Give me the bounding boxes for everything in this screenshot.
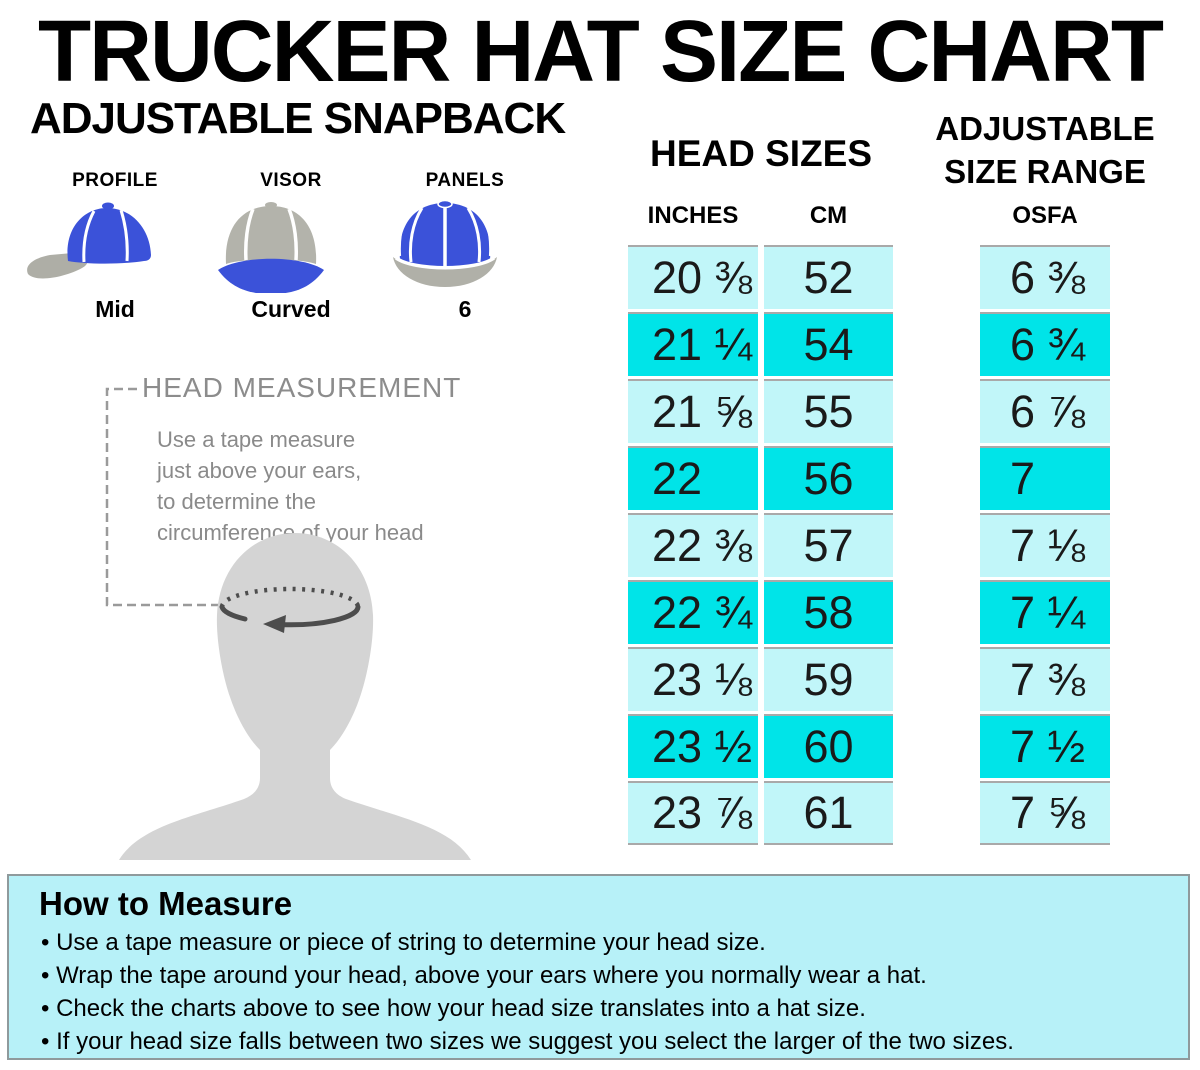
size-cell-osfa: 7 xyxy=(980,446,1110,510)
column-header-cm: CM xyxy=(809,202,848,229)
feature-profile-value: Mid xyxy=(95,296,135,322)
size-cell-osfa: 6 ⅞ xyxy=(980,379,1110,443)
size-cell-inches: 23 ½ xyxy=(628,714,758,778)
size-cell-cm: 59 xyxy=(764,647,893,711)
measurement-heading: HEAD MEASUREMENT xyxy=(142,372,462,403)
feature-panels: PANELS 6 xyxy=(370,170,560,323)
size-cell-cm: 54 xyxy=(764,312,893,376)
head-silhouette xyxy=(119,533,471,860)
size-cell-inches: 21 ¼ xyxy=(628,312,758,376)
tape-arrow xyxy=(263,615,286,633)
head-sizes-title: HEAD SIZES xyxy=(649,133,873,174)
how-to-bullet: Check the charts above to see how your h… xyxy=(41,992,1188,1025)
how-to-bullet: Wrap the tape around your head, above yo… xyxy=(41,959,1188,992)
size-cell-cm: 61 xyxy=(764,781,893,845)
size-cell-inches: 22 xyxy=(628,446,758,510)
size-cell-cm: 55 xyxy=(764,379,893,443)
size-cell-inches: 23 ⅛ xyxy=(628,647,758,711)
size-cell-osfa: 6 ¾ xyxy=(980,312,1110,376)
column-header-osfa: OSFA xyxy=(1012,202,1078,229)
page-subtitle: ADJUSTABLE SNAPBACK xyxy=(30,94,566,143)
feature-visor-value: Curved xyxy=(251,296,331,322)
measurement-line: to determine the xyxy=(157,489,316,514)
feature-panels-value: 6 xyxy=(458,296,472,322)
how-to-bullet: Use a tape measure or piece of string to… xyxy=(41,926,1188,959)
feature-profile-label: PROFILE xyxy=(72,170,158,191)
size-cell-inches: 22 ⅜ xyxy=(628,513,758,577)
size-column-inches: 20 ⅜ 21 ¼ 21 ⅝ 22 22 ⅜ 22 ¾ 23 ⅛ 23 ½ 23 ⅞ xyxy=(628,245,758,848)
size-cell-inches: 22 ¾ xyxy=(628,580,758,644)
size-column-cm: 52 54 55 56 57 58 59 60 61 xyxy=(764,245,893,848)
size-cell-osfa: 7 ⅜ xyxy=(980,647,1110,711)
tape-band-dotted xyxy=(219,586,361,608)
size-cell-cm: 58 xyxy=(764,580,893,644)
tape-band-solid-left xyxy=(219,604,248,622)
size-cell-inches: 21 ⅝ xyxy=(628,379,758,443)
cap-top-panels-icon xyxy=(370,198,560,296)
size-cell-inches: 23 ⅞ xyxy=(628,781,758,845)
feature-profile: PROFILE Mid xyxy=(20,170,210,323)
size-cell-osfa: 7 ¼ xyxy=(980,580,1110,644)
measurement-line: just above your ears, xyxy=(157,458,362,483)
feature-visor: VISOR Curved xyxy=(196,170,386,323)
size-cell-osfa: 7 ⅝ xyxy=(980,781,1110,845)
size-cell-cm: 52 xyxy=(764,245,893,309)
size-cell-inches: 20 ⅜ xyxy=(628,245,758,309)
measurement-line: Use a tape measure xyxy=(157,427,356,452)
adjustable-size-range-line1: ADJUSTABLE xyxy=(935,110,1155,147)
tape-band-solid xyxy=(278,604,361,628)
how-to-bullet: If your head size falls between two size… xyxy=(41,1025,1188,1058)
size-cell-cm: 57 xyxy=(764,513,893,577)
head-silhouette-figure xyxy=(95,527,475,860)
how-to-measure-heading: How to Measure xyxy=(39,885,293,922)
size-cell-osfa: 7 ⅛ xyxy=(980,513,1110,577)
cap-front-visor-icon xyxy=(196,198,386,296)
size-cell-osfa: 6 ⅜ xyxy=(980,245,1110,309)
column-header-inches: INCHES xyxy=(647,202,739,229)
feature-visor-label: VISOR xyxy=(260,170,322,191)
page-title: TRUCKER HAT SIZE CHART xyxy=(37,3,1164,100)
feature-panels-label: PANELS xyxy=(425,170,505,191)
how-to-measure-panel: How to Measure Use a tape measure or pie… xyxy=(7,874,1190,1060)
size-cell-osfa: 7 ½ xyxy=(980,714,1110,778)
size-cell-cm: 60 xyxy=(764,714,893,778)
cap-side-profile-icon xyxy=(20,198,210,296)
size-cell-cm: 56 xyxy=(764,446,893,510)
adjustable-size-range-line2: SIZE RANGE xyxy=(944,153,1146,190)
measurement-dashed-connector xyxy=(95,376,395,616)
adjustable-size-range-title: ADJUSTABLE SIZE RANGE xyxy=(928,107,1162,193)
